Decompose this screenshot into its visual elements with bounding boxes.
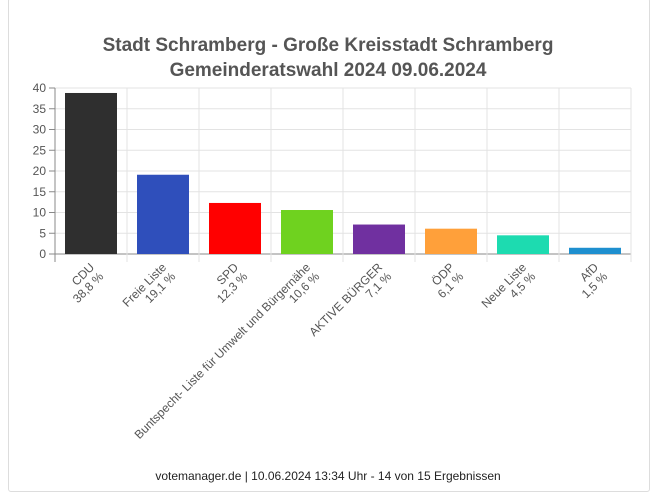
bar-6: [497, 235, 549, 254]
category-label-5: ÖDP6,1 %: [426, 260, 467, 301]
chart-title-line-2: Gemeinderatswahl 2024 09.06.2024: [170, 60, 487, 81]
y-tick-label: 30: [33, 123, 47, 137]
category-label-0: CDU38,8 %: [61, 260, 107, 306]
y-tick-label: 5: [39, 226, 46, 240]
y-tick-label: 35: [33, 102, 47, 116]
y-tick-label: 40: [33, 81, 47, 95]
y-tick-label: 25: [33, 143, 47, 157]
y-tick-label: 20: [33, 164, 47, 178]
chart-title-line-1: Stadt Schramberg - Große Kreisstadt Schr…: [103, 35, 554, 56]
bar-4: [353, 224, 405, 254]
bar-3: [281, 210, 333, 254]
bar-0: [65, 92, 117, 254]
bar-7: [569, 247, 621, 254]
category-label-4: AKTIVE BÜRGER7,1 %: [306, 260, 394, 348]
category-label-7: AfD1,5 %: [570, 260, 611, 301]
category-label-2: SPD12,3 %: [205, 260, 251, 306]
footer-source: votemanager.de | 10.06.2024 13:34 Uhr - …: [155, 469, 501, 483]
bar-2: [209, 202, 261, 254]
bar-5: [425, 228, 477, 254]
category-label-1: Freie Liste19,1 %: [120, 260, 179, 319]
category-label-6: Neue Liste4,5 %: [479, 260, 539, 320]
y-tick-label: 10: [33, 206, 47, 220]
y-tick-label: 15: [33, 185, 47, 199]
bar-1: [137, 174, 189, 254]
chart-card: [8, 0, 650, 492]
y-tick-label: 0: [39, 247, 46, 261]
